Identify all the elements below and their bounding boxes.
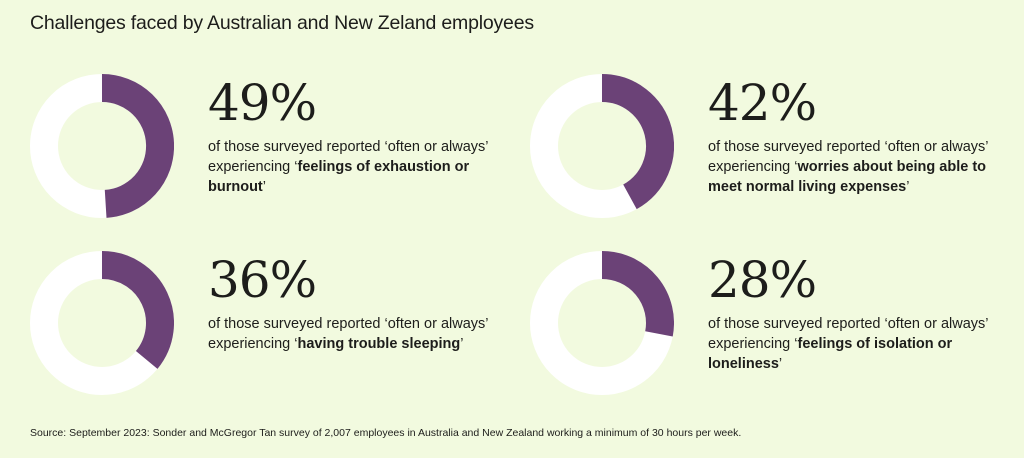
stat-living-expenses: 42% of those surveyed reported ‘often or… [530, 74, 1010, 234]
percent-value: 49% [208, 74, 317, 132]
stat-exhaustion: 49% of those surveyed reported ‘often or… [30, 74, 510, 234]
donut-chart [530, 74, 674, 218]
stat-highlight: feelings of exhaustion or burnout [208, 159, 470, 195]
donut-segment [601, 74, 674, 210]
donut-chart [30, 251, 174, 395]
stat-description: of those surveyed reported ‘often or alw… [708, 314, 998, 374]
stat-description: of those surveyed reported ‘often or alw… [708, 137, 998, 197]
stat-suffix: ’ [906, 179, 910, 195]
stat-prefix: of those surveyed reported ‘often or alw… [208, 316, 488, 352]
percent-value: 36% [208, 251, 317, 309]
donut-chart [30, 74, 174, 218]
donut-segment [601, 251, 674, 337]
stat-suffix: ’ [778, 356, 783, 372]
stat-prefix: of those surveyed reported ‘often or alw… [708, 316, 988, 352]
source-note: Source: September 2023: Sonder and McGre… [30, 427, 742, 439]
stat-suffix: ’ [262, 179, 266, 195]
stat-description: of those surveyed reported ‘often or alw… [208, 314, 498, 354]
stat-prefix: of those surveyed reported ‘often or alw… [208, 139, 488, 175]
stat-highlight: worries about being able to meet normal … [708, 159, 987, 195]
stat-trouble-sleeping: 36% of those surveyed reported ‘often or… [30, 251, 510, 411]
chart-title: Challenges faced by Australian and New Z… [30, 12, 534, 34]
donut-chart [530, 251, 674, 395]
stat-isolation: 28% of those surveyed reported ‘often or… [530, 251, 1010, 411]
stat-suffix: ’ [460, 336, 464, 352]
donut-segment [101, 251, 174, 369]
stat-highlight: feelings of isolation or loneliness [708, 336, 953, 372]
percent-value: 42% [708, 74, 817, 132]
donut-segment [101, 74, 174, 218]
stat-description: of those surveyed reported ‘often or alw… [208, 137, 498, 197]
percent-value: 28% [708, 251, 817, 309]
stat-highlight: having trouble sleeping [297, 336, 461, 352]
stat-prefix: of those surveyed reported ‘often or alw… [708, 139, 988, 175]
